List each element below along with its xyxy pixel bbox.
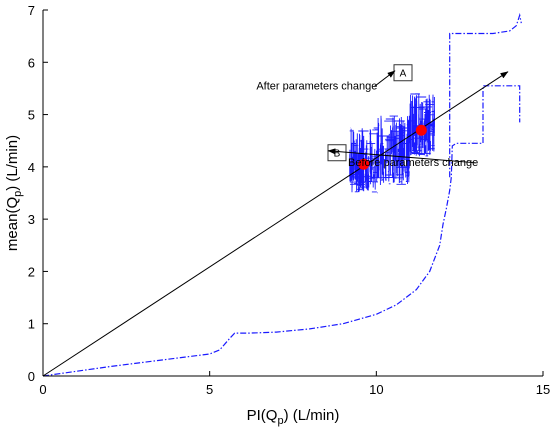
annotation-1: After parameters change <box>256 80 377 92</box>
y-tick-label-2: 2 <box>28 264 35 279</box>
y-tick-label-6: 6 <box>28 55 35 70</box>
y-axis-label-sub: p <box>12 191 24 197</box>
y-tick-label-1: 1 <box>28 317 35 332</box>
x-axis-label-sub: p <box>277 415 283 427</box>
regression-line <box>42 71 509 377</box>
x-axis-label: PI(Qp) (L/min) <box>247 407 340 427</box>
annotation-arrow-1 <box>374 70 396 87</box>
y-axis-label-base: mean(Q <box>4 197 21 251</box>
y-axis-label: mean(Qp) (L/min) <box>4 135 24 251</box>
boundary-lower-line <box>42 85 521 377</box>
y-tick-label-3: 3 <box>28 212 35 227</box>
x-tick-label-0: 0 <box>39 382 46 397</box>
x-tick-label-15: 15 <box>536 382 550 397</box>
point-B <box>358 158 370 170</box>
y-tick-label-0: 0 <box>28 369 35 384</box>
annotation-0: Before parameters change <box>348 157 478 169</box>
boundary-upper-line <box>449 12 522 178</box>
axes: 0 5 10 15 0 1 2 3 4 5 6 7 <box>28 3 550 397</box>
x-axis-label-tail: ) (L/min) <box>284 407 340 424</box>
scatter-cloud <box>349 93 435 194</box>
point-A <box>415 124 427 136</box>
x-axis-label-base: PI(Q <box>247 407 278 424</box>
y-tick-label-4: 4 <box>28 160 35 175</box>
x-tick-label-5: 5 <box>206 382 213 397</box>
y-tick-label-5: 5 <box>28 108 35 123</box>
plot-area: B A Before parameters change After paramete… <box>42 12 522 377</box>
annotation-arrow-0 <box>327 148 477 164</box>
point-label-A: A <box>400 69 407 80</box>
y-axis-label-tail: ) (L/min) <box>4 135 21 191</box>
point-label-B: B <box>334 149 341 160</box>
y-tick-label-7: 7 <box>28 3 35 18</box>
x-tick-label-10: 10 <box>369 382 383 397</box>
